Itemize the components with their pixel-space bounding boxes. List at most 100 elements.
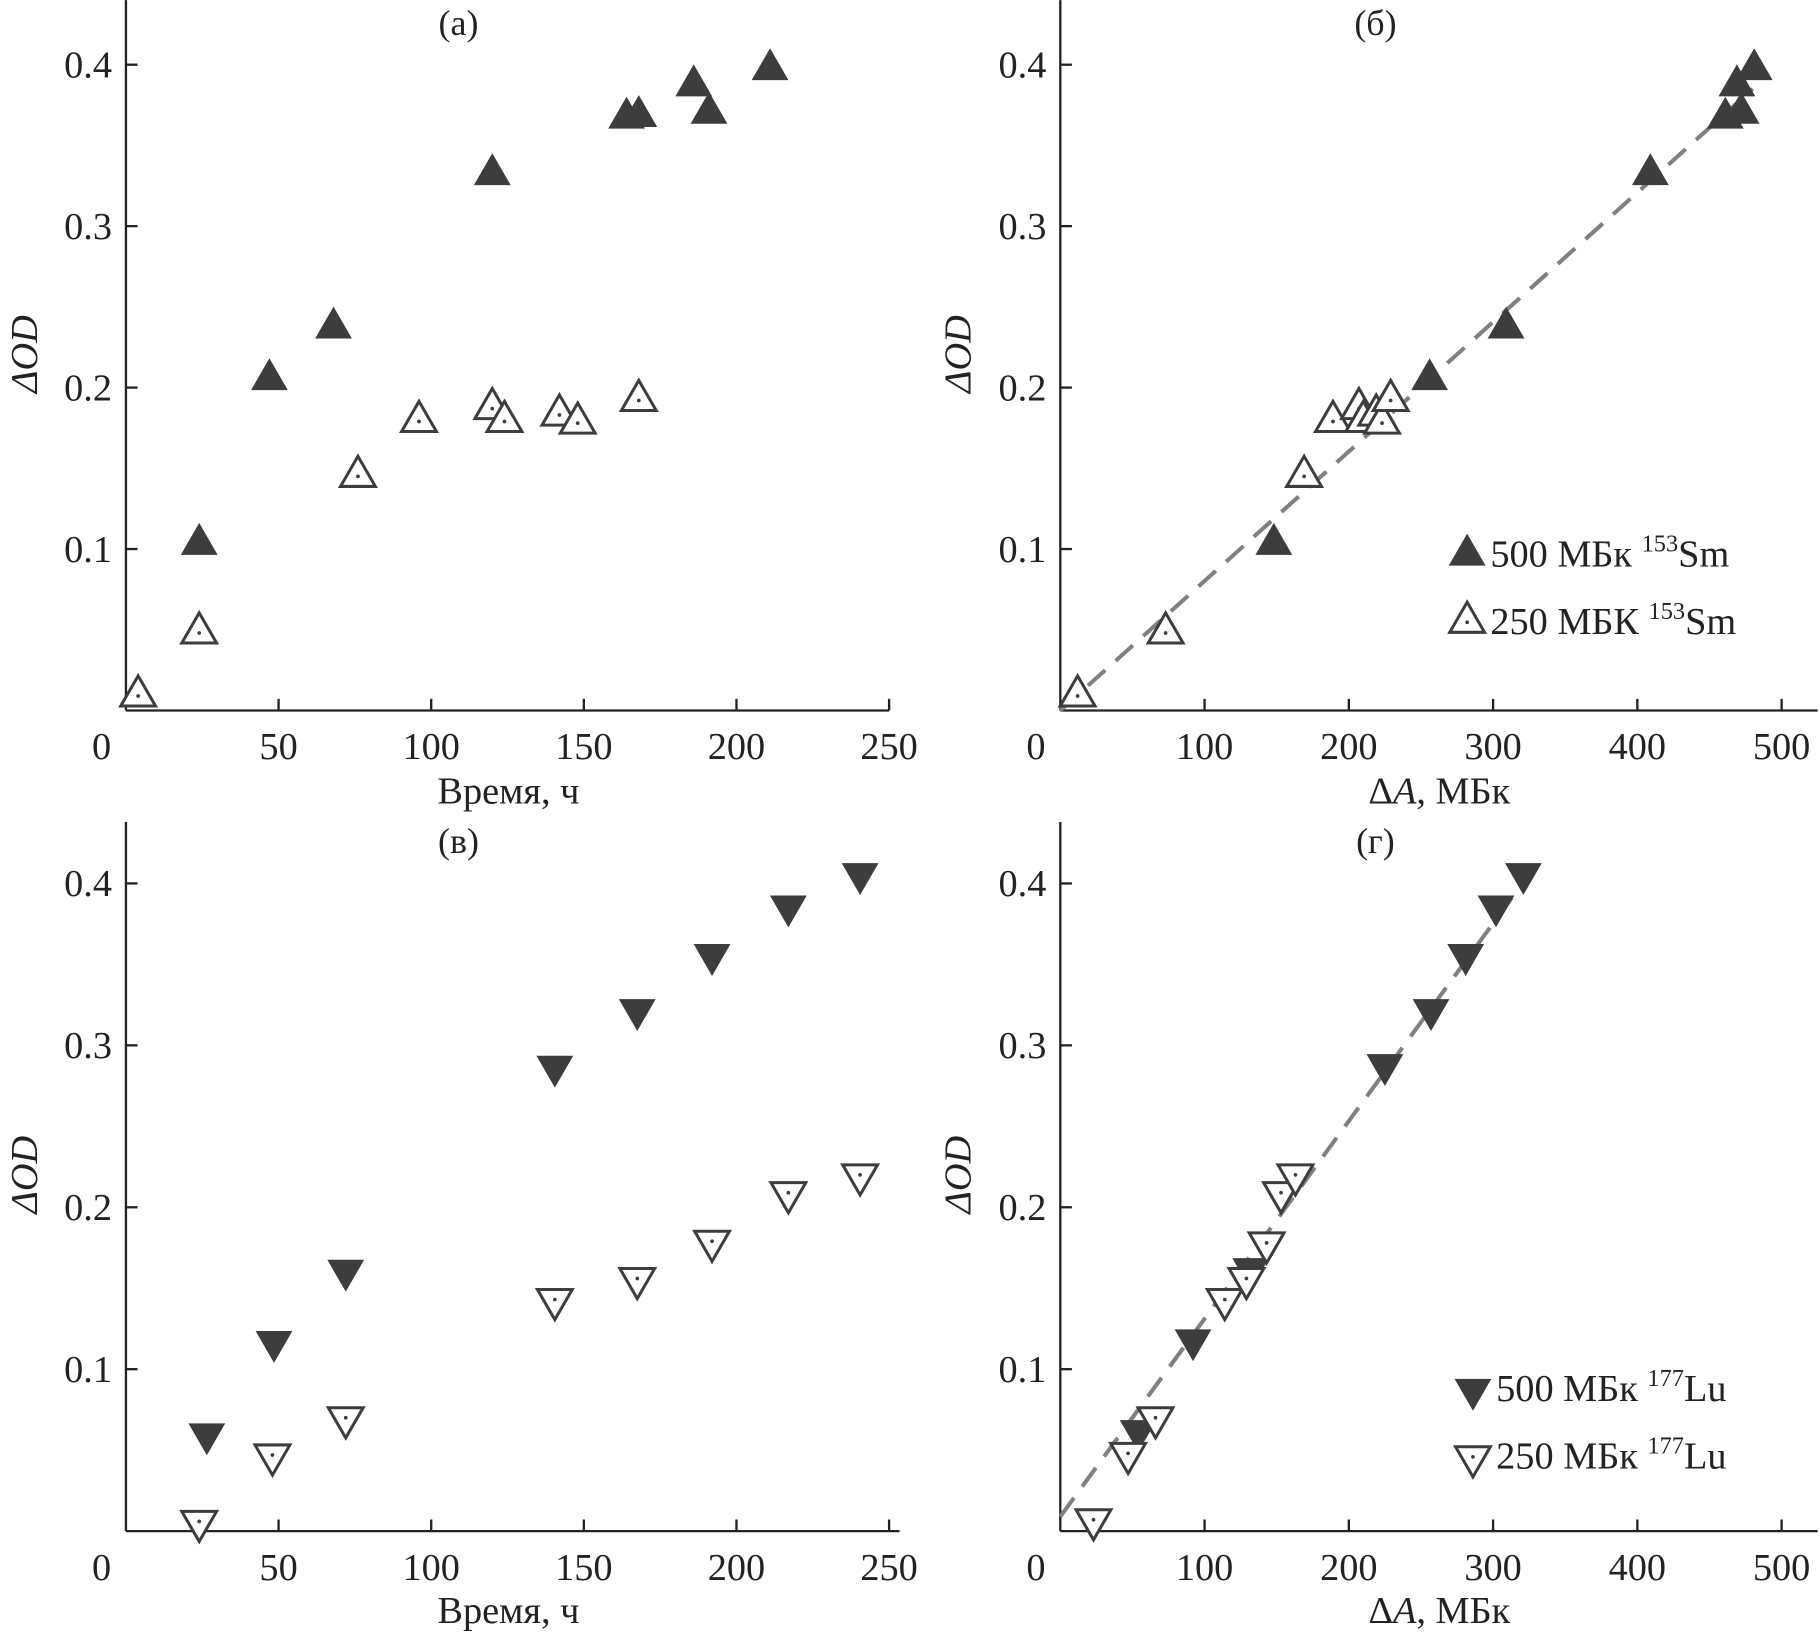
marker-dot	[636, 398, 641, 403]
marker-shape	[536, 1055, 574, 1088]
marker-dot	[635, 1276, 640, 1281]
data-point	[769, 895, 807, 928]
y-tick-label: 0.4	[64, 44, 112, 86]
data-point	[188, 1423, 226, 1456]
panel-3: 0 100 200 300 400 500 0.1 0.2 0.3 0.4 (г) ΔA, МБк ΔO…	[937, 821, 1818, 1632]
legend-marker	[1447, 599, 1488, 634]
legend-label: 500 МБк 153Sm	[1490, 530, 1729, 575]
marker-shape	[1284, 453, 1325, 488]
marker-dot	[710, 1239, 714, 1244]
marker-dot	[1471, 1454, 1475, 1459]
data-point	[1361, 399, 1403, 435]
marker-dot	[1302, 474, 1306, 479]
data-point	[118, 672, 159, 708]
legend-superscript: 177	[1647, 1365, 1684, 1392]
data-point	[315, 306, 352, 339]
x-tick-label: 50	[259, 1547, 297, 1589]
y-tick-label: 0.1	[64, 529, 112, 571]
data-point	[1487, 306, 1525, 339]
legend-label: 250 МБК 153Sm	[1490, 598, 1736, 643]
data-point	[536, 1055, 574, 1088]
data-point	[534, 1287, 575, 1323]
x-tick-label: 300	[1464, 726, 1521, 768]
data-point	[617, 1266, 658, 1302]
legend-text: 250 МБк	[1496, 1435, 1647, 1477]
data-point	[1119, 1420, 1157, 1452]
marker-shape	[1448, 533, 1486, 566]
marker-dot	[575, 421, 580, 425]
legend-label: 250 МБк 177Lu	[1496, 1432, 1726, 1477]
legend-text: 500 МБк	[1496, 1368, 1647, 1410]
marker-dot	[786, 1190, 791, 1195]
x-tick-label: 0	[1026, 726, 1045, 768]
marker-shape	[618, 377, 659, 413]
legend-element: Sm	[1678, 534, 1729, 576]
marker-shape	[255, 1331, 293, 1363]
marker-shape	[840, 1163, 881, 1199]
marker-shape	[841, 863, 879, 895]
x-label-delta: Δ	[1368, 770, 1393, 812]
marker-shape	[1487, 306, 1525, 339]
marker-dot	[502, 419, 507, 424]
data-point	[337, 453, 378, 488]
y-tick-label: 0.2	[64, 367, 112, 409]
data-point	[179, 609, 220, 645]
x-tick-label: 200	[1320, 726, 1377, 768]
y-tick-label: 0.4	[64, 863, 112, 905]
marker-shape	[557, 399, 598, 435]
legend-element: Lu	[1684, 1368, 1727, 1410]
data-point	[484, 398, 525, 434]
marker-shape	[180, 522, 218, 555]
marker-shape	[188, 1423, 226, 1456]
x-tick-label: 100	[402, 1547, 459, 1589]
data-point	[1145, 609, 1186, 645]
marker-shape	[1504, 863, 1542, 895]
y-axis-label: ΔOD	[937, 1136, 979, 1216]
data-point	[1412, 999, 1450, 1031]
x-label-var: A	[1390, 770, 1417, 812]
x-tick-label: 250	[860, 726, 917, 768]
x-label-delta: Δ	[1368, 1590, 1393, 1632]
marker-shape	[1275, 1163, 1316, 1199]
marker-shape	[315, 306, 352, 339]
marker-shape	[1411, 358, 1449, 391]
data-point	[692, 1229, 733, 1265]
data-point	[473, 153, 511, 186]
x-tick-label: 500	[1753, 726, 1810, 768]
x-tick-label: 50	[259, 726, 297, 768]
marker-dot	[490, 406, 495, 411]
legend-superscript: 153	[1649, 598, 1686, 625]
x-tick-label: 300	[1464, 1547, 1521, 1589]
marker-shape	[1447, 944, 1485, 976]
marker-shape	[1454, 1378, 1492, 1411]
marker-dot	[197, 1519, 202, 1524]
data-point	[618, 999, 656, 1031]
data-point	[1275, 1163, 1316, 1199]
y-axis-label: ΔOD	[937, 315, 979, 395]
legend-superscript: 153	[1642, 530, 1679, 557]
marker-shape	[1057, 672, 1098, 708]
data-point	[1718, 64, 1756, 97]
x-tick-label: 200	[1320, 1547, 1377, 1589]
x-tick-label: 400	[1609, 726, 1666, 768]
data-point	[1631, 153, 1669, 186]
data-point	[1447, 944, 1485, 976]
y-tick-label: 0.2	[999, 1187, 1047, 1229]
legend-text: 250 МБК	[1490, 601, 1648, 643]
legend-label: 500 МБк 177Lu	[1496, 1365, 1726, 1410]
data-point	[398, 398, 440, 434]
marker-shape	[692, 1229, 733, 1265]
marker-shape	[768, 1181, 809, 1216]
marker-shape	[179, 1509, 220, 1545]
data-point	[1366, 1054, 1404, 1087]
marker-dot	[1075, 694, 1080, 698]
x-tick-label: 200	[708, 1547, 765, 1589]
marker-shape	[1718, 64, 1756, 97]
marker-shape	[398, 398, 440, 434]
marker-shape	[1119, 1420, 1157, 1452]
marker-dot	[1163, 631, 1168, 635]
data-point	[840, 1163, 881, 1199]
fit-line	[1058, 87, 1755, 712]
marker-shape	[617, 1266, 658, 1302]
x-tick-label: 400	[1609, 1547, 1666, 1589]
